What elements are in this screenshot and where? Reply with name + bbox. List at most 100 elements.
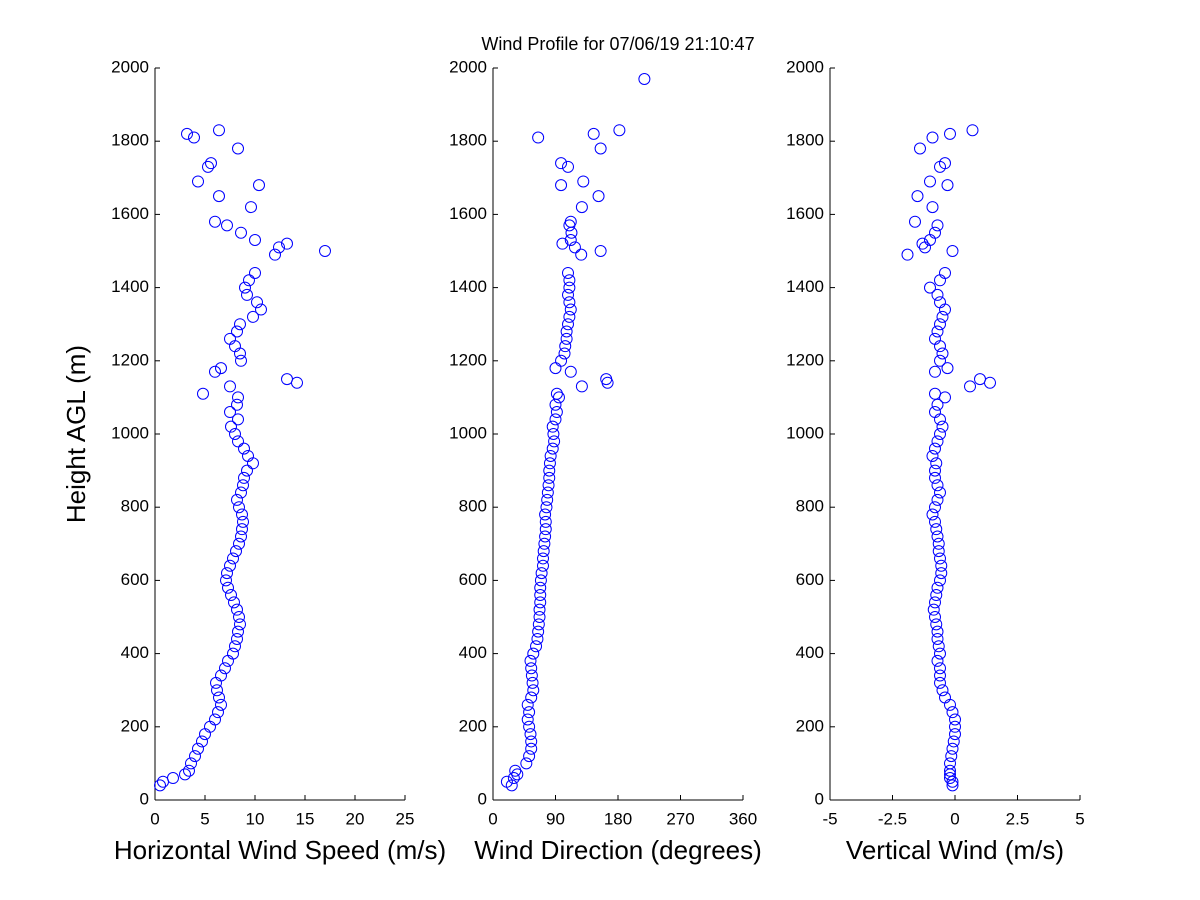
- point: [213, 124, 225, 137]
- point: [934, 669, 946, 682]
- point: [936, 684, 949, 697]
- point: [241, 464, 253, 477]
- point: [550, 387, 563, 400]
- point: [281, 373, 293, 386]
- point: [934, 354, 946, 367]
- point: [281, 237, 293, 250]
- point: [564, 215, 577, 228]
- point: [241, 288, 253, 301]
- point: [525, 662, 538, 675]
- point: [535, 567, 548, 580]
- y-tick-label: 400: [459, 643, 487, 662]
- point: [555, 157, 568, 170]
- x-axis-label: Vertical Wind (m/s): [846, 835, 1064, 865]
- point: [638, 72, 651, 85]
- point: [205, 157, 217, 170]
- point: [211, 684, 223, 697]
- x-tick-label: 0: [150, 809, 159, 828]
- point: [939, 691, 951, 704]
- point: [242, 449, 254, 462]
- point: [936, 347, 949, 360]
- point: [540, 501, 553, 514]
- x-tick-label: -2.5: [878, 809, 907, 828]
- point: [929, 365, 941, 378]
- point: [613, 124, 626, 137]
- point: [934, 486, 946, 499]
- point: [594, 142, 607, 155]
- point: [929, 464, 941, 477]
- point: [929, 471, 941, 484]
- point: [525, 742, 538, 755]
- y-tick-label: 1600: [786, 204, 824, 223]
- point: [534, 596, 547, 609]
- point: [924, 175, 936, 188]
- point: [934, 647, 946, 660]
- point: [221, 567, 233, 580]
- y-tick-label: 1800: [786, 131, 824, 150]
- point: [234, 318, 246, 331]
- point: [543, 457, 556, 470]
- point: [577, 175, 590, 188]
- point: [523, 750, 536, 763]
- point: [235, 226, 247, 239]
- point: [929, 387, 941, 400]
- point: [224, 559, 236, 572]
- y-tick-label: 400: [796, 643, 824, 662]
- point: [563, 310, 576, 323]
- point: [929, 226, 941, 239]
- point: [251, 296, 263, 309]
- point: [189, 750, 201, 763]
- y-tick-label: 1400: [449, 277, 487, 296]
- y-tick-label: 2000: [786, 57, 824, 76]
- point: [944, 127, 956, 140]
- point: [541, 486, 554, 499]
- point: [931, 288, 944, 301]
- point: [931, 625, 944, 638]
- point: [556, 237, 569, 250]
- point: [231, 398, 243, 411]
- point: [521, 698, 534, 711]
- y-tick-label: 0: [815, 789, 824, 808]
- point: [544, 449, 557, 462]
- point: [243, 274, 255, 287]
- y-tick-label: 600: [796, 570, 824, 589]
- point: [542, 479, 555, 492]
- point: [537, 545, 550, 558]
- point: [319, 245, 331, 257]
- point: [563, 281, 576, 294]
- point: [525, 669, 538, 682]
- point: [934, 428, 946, 440]
- point: [215, 362, 227, 375]
- point: [929, 442, 941, 455]
- point: [944, 764, 956, 777]
- point: [213, 190, 225, 203]
- point: [931, 435, 944, 448]
- point: [911, 190, 924, 203]
- y-axis-label: Height AGL (m): [61, 345, 91, 523]
- point: [192, 742, 204, 755]
- point: [235, 354, 247, 367]
- point: [930, 589, 943, 602]
- point: [944, 772, 956, 785]
- point: [269, 248, 281, 261]
- y-tick-label: 2000: [449, 57, 487, 76]
- x-tick-label: 10: [246, 809, 265, 828]
- x-tick-label: 90: [546, 809, 565, 828]
- point: [232, 625, 244, 638]
- y-tick-label: 200: [796, 716, 824, 735]
- point: [916, 237, 929, 250]
- point: [931, 398, 944, 411]
- point: [539, 508, 552, 521]
- point: [575, 380, 588, 393]
- point: [233, 501, 245, 514]
- point: [549, 413, 562, 426]
- point: [239, 281, 251, 294]
- x-tick-label: 15: [296, 809, 315, 828]
- point: [537, 552, 549, 565]
- point: [562, 160, 574, 173]
- point: [934, 662, 946, 675]
- point: [225, 420, 237, 433]
- point: [192, 175, 204, 188]
- point: [909, 215, 921, 228]
